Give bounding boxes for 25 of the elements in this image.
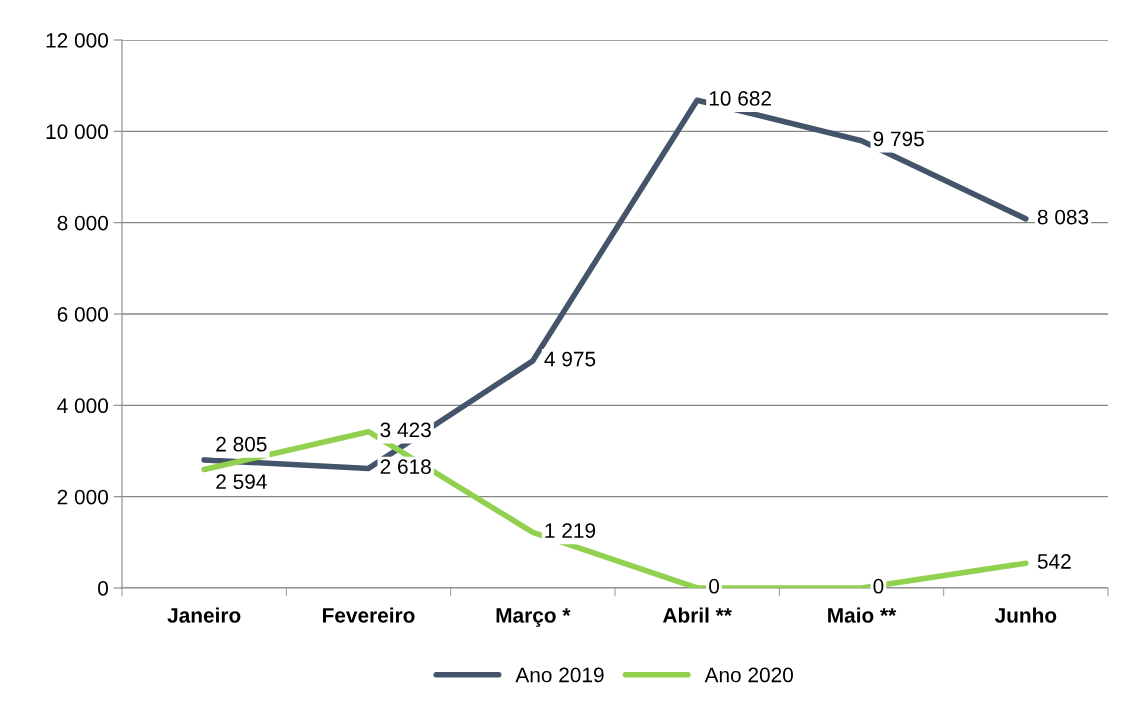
data-label: 10 682: [709, 91, 771, 106]
data-label: 2 594: [216, 474, 267, 490]
y-tick-label: 2 000: [57, 489, 108, 505]
x-tick-label: Janeiro: [167, 607, 241, 623]
data-label: 1 219: [545, 523, 596, 538]
legend-label: Ano 2020: [704, 667, 793, 683]
y-tick-label: 12 000: [46, 33, 108, 48]
x-tick-label: Março *: [496, 608, 571, 627]
y-tick-label: 0: [98, 581, 108, 596]
legend-label: Ano 2019: [515, 667, 604, 683]
data-label: 3 423: [380, 422, 431, 438]
x-tick-label: Junho: [994, 607, 1057, 623]
y-tick-label: 6 000: [57, 307, 108, 322]
data-label: 9 795: [873, 131, 924, 147]
x-tick-label: Abril **: [662, 607, 732, 623]
data-label: 542: [1037, 554, 1071, 569]
data-label: 8 083: [1037, 209, 1089, 225]
y-tick-label: 10 000: [46, 124, 108, 140]
y-tick-label: 4 000: [57, 398, 108, 414]
x-tick-label: Maio **: [828, 607, 897, 623]
data-label: 4 975: [544, 351, 596, 367]
y-tick-label: 8 000: [57, 215, 108, 231]
x-tick-label: Fevereiro: [323, 607, 415, 623]
data-label: 2 805: [216, 436, 267, 452]
data-label: 2 618: [380, 459, 431, 475]
